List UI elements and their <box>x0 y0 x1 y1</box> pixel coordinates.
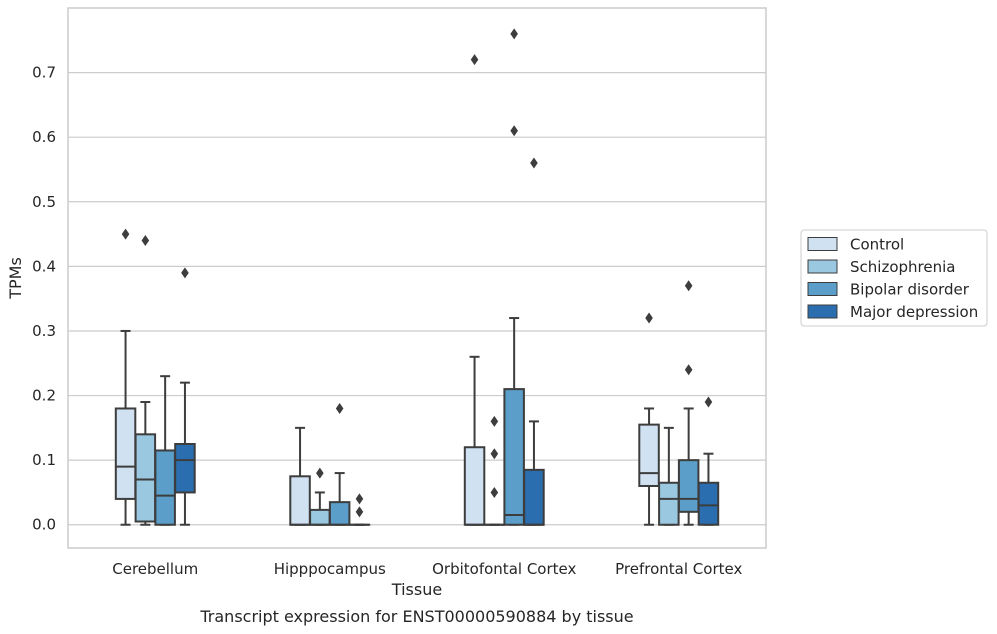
outlier-point <box>490 448 499 460</box>
outlier-point <box>355 493 364 505</box>
y-tick-labels: 0.0 0.1 0.2 0.3 0.4 0.5 0.6 0.7 <box>32 64 56 534</box>
box-iqr <box>328 501 351 526</box>
box-iqr <box>289 475 311 526</box>
outlier-point <box>684 364 693 376</box>
box-group <box>677 280 700 526</box>
y-tick-label: 0.3 <box>32 322 56 340</box>
box-group <box>658 426 680 526</box>
boxes <box>114 28 720 526</box>
plot-frame <box>67 7 767 549</box>
box-iqr <box>114 407 137 500</box>
x-tick-labels: Cerebellum Hipppocampus Orbitofontal Corte… <box>112 560 742 578</box>
outlier-point <box>684 280 693 292</box>
box-group <box>503 28 525 526</box>
legend-frame <box>800 229 988 327</box>
box-iqr <box>697 481 720 526</box>
box-group <box>483 415 506 526</box>
outlier-point <box>316 467 324 479</box>
box-iqr <box>154 449 176 526</box>
box-iqr <box>677 459 700 513</box>
y-tick-label: 0.7 <box>32 64 56 82</box>
x-tick-label: Cerebellum <box>112 560 198 578</box>
legend-swatch <box>807 237 838 251</box>
box-iqr <box>658 481 680 526</box>
outlier-point <box>335 402 344 414</box>
box-group <box>463 54 486 526</box>
legend: Control Schizophrenia Bipolar disorder Majo… <box>800 229 988 327</box>
box-group <box>638 312 660 526</box>
x-tick-label: Orbitofontal Cortex <box>432 560 576 578</box>
outlier-point <box>121 228 130 240</box>
box-iqr <box>463 446 486 526</box>
y-tick-label: 0.2 <box>32 387 56 405</box>
outlier-point <box>490 415 499 427</box>
y-tick-label: 0.6 <box>32 128 56 146</box>
box-iqr <box>503 388 525 526</box>
legend-label: Major depression <box>850 303 978 321</box>
outlier-point <box>530 157 538 169</box>
outlier-point <box>510 125 518 137</box>
box-group <box>174 267 196 526</box>
y-tick-label: 0.1 <box>32 451 56 469</box>
box-iqr <box>309 508 331 526</box>
x-tick-label: Prefrontal Cortex <box>615 560 742 578</box>
outlier-point <box>645 312 653 324</box>
y-tick-label: 0.5 <box>32 193 56 211</box>
box-group <box>523 157 545 526</box>
outlier-point <box>141 235 150 247</box>
legend-label: Schizophrenia <box>850 258 955 276</box>
outlier-point <box>470 54 479 66</box>
chart-caption: Transcript expression for ENST0000059088… <box>199 607 633 626</box>
y-tick-label: 0.0 <box>32 516 56 534</box>
box-group <box>154 375 176 526</box>
y-tick-label: 0.4 <box>32 257 56 275</box>
x-axis-title: Tissue <box>391 580 442 599</box>
legend-label: Bipolar disorder <box>850 281 970 299</box>
outlier-point <box>704 396 713 408</box>
outlier-point <box>181 267 189 279</box>
legend-swatch <box>807 304 838 319</box>
box-group <box>289 426 311 526</box>
box-group <box>328 402 351 526</box>
box-iqr <box>638 423 660 487</box>
outlier-point <box>510 28 518 40</box>
box-group <box>348 493 371 526</box>
box-iqr <box>134 433 157 523</box>
legend-swatch <box>807 282 838 296</box>
x-tick-label: Hipppocampus <box>274 560 386 578</box>
box-iqr <box>174 443 196 494</box>
outlier-point <box>490 486 499 498</box>
box-iqr <box>523 468 545 526</box>
y-axis-title: TPMs <box>6 257 25 300</box>
box-group <box>697 396 720 526</box>
outlier-point <box>355 506 364 518</box>
legend-label: Control <box>850 236 904 254</box>
legend-swatch <box>807 259 838 274</box>
